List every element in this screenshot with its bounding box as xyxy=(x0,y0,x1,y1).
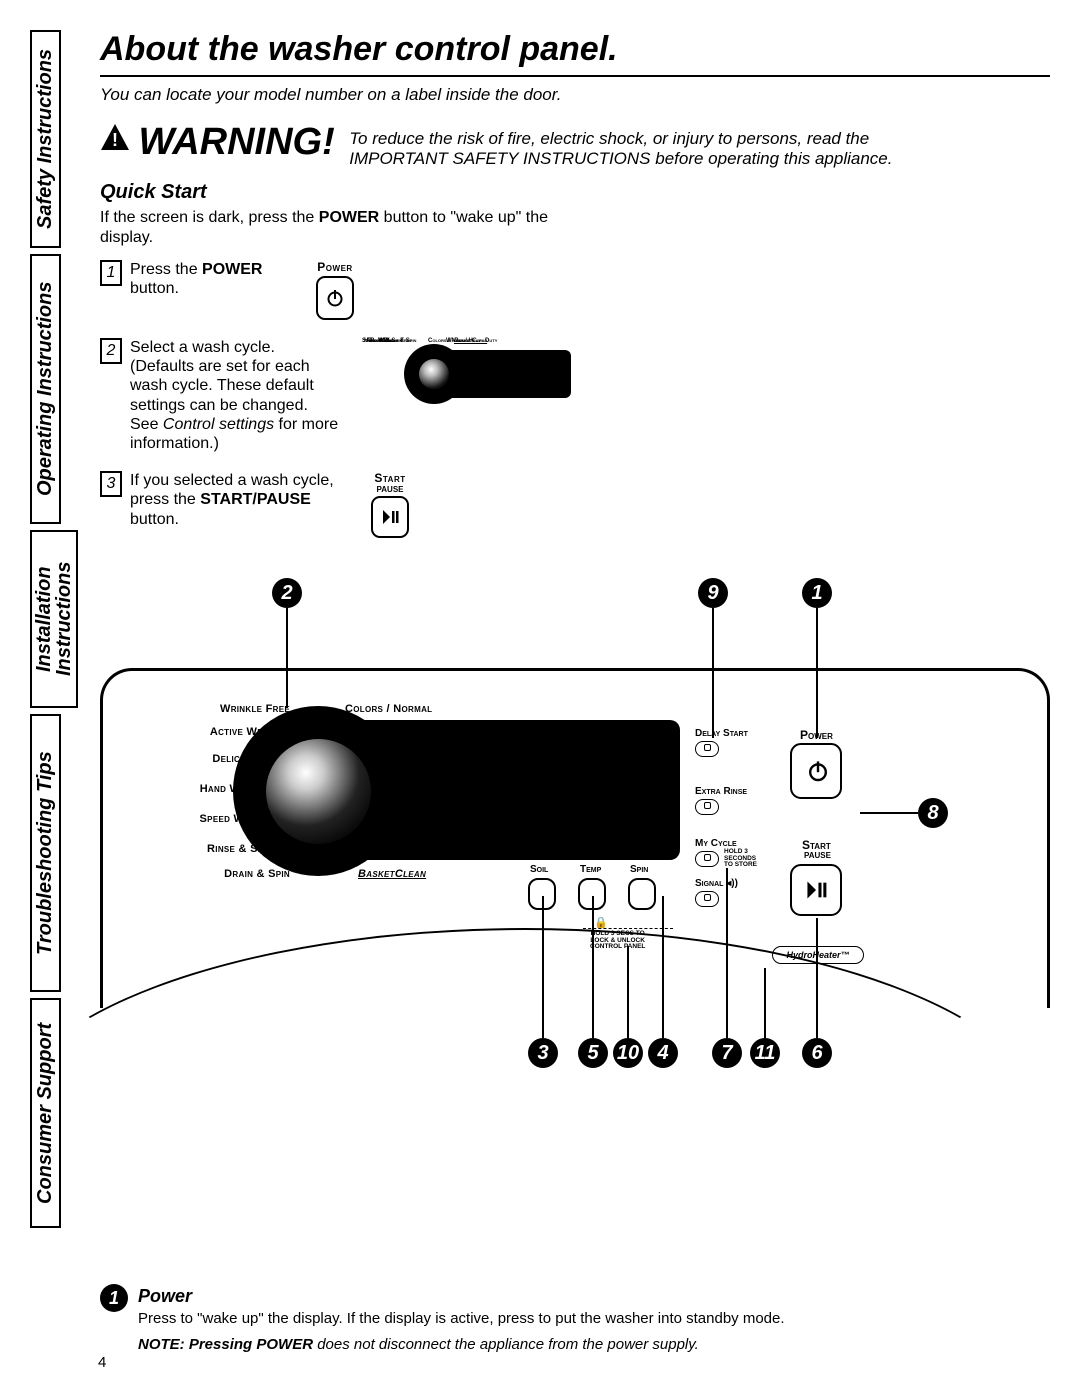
k1na: NOTE: Pressing xyxy=(138,1336,256,1353)
step-3-number: 3 xyxy=(100,471,122,497)
callout-2: 2 xyxy=(272,578,302,608)
step-1: 1 Press the POWER button. Power xyxy=(100,260,1050,320)
step-2-number: 2 xyxy=(100,338,122,364)
btn-spin xyxy=(628,878,656,910)
step-1-text: Press the POWER button. xyxy=(130,260,300,298)
btn-power-big xyxy=(790,743,842,799)
cyc-drain: Drain & Spin xyxy=(170,868,290,880)
lbl-soil: Soil xyxy=(530,864,548,875)
lbl-extra: Extra Rinse xyxy=(695,786,747,797)
power-label-small: Power xyxy=(316,260,354,274)
lbl-signal: Signal ◂)) xyxy=(695,878,738,889)
lbl-delay: Delay Start xyxy=(695,728,748,739)
warning-text: To reduce the risk of fire, electric sho… xyxy=(349,123,969,169)
content-area: About the washer control panel. You can … xyxy=(100,30,1050,1367)
btn-soil xyxy=(528,878,556,910)
lbl-start-sub: PAUSE xyxy=(804,851,831,860)
play-pause-icon xyxy=(805,879,827,901)
power-button-small xyxy=(316,276,354,320)
key-1-section: 1 Power Press to "wake up" the display. … xyxy=(100,1284,1050,1355)
pause-label-small: PAUSE xyxy=(371,485,409,494)
step-1-number: 1 xyxy=(100,260,122,286)
lbl-temp: Temp xyxy=(580,864,601,875)
warning-icon: ! xyxy=(100,123,130,156)
start-button-small xyxy=(371,496,409,538)
cyc-basket: BasketClean xyxy=(358,868,426,880)
svg-text:!: ! xyxy=(112,130,118,150)
btn-extra xyxy=(695,799,719,815)
k1nc: does not disconnect the appliance from t… xyxy=(313,1336,699,1353)
s2b: Control settings xyxy=(163,416,274,433)
qs-intro-a: If the screen is dark, press the xyxy=(100,209,319,226)
s3b: START/PAUSE xyxy=(200,491,311,508)
step-2-graphic: Wrinkle Free Colors / Normal Active Wear… xyxy=(356,338,586,422)
key-1-body: Power Press to "wake up" the display. If… xyxy=(138,1284,785,1355)
step-3: 3 If you selected a wash cycle, press th… xyxy=(100,471,1050,538)
s1c: button. xyxy=(130,280,179,297)
warning-row: ! WARNING! To reduce the risk of fire, e… xyxy=(100,123,1050,169)
lock-text: HOLD 3 SECS TO LOCK & UNLOCK CONTROL PAN… xyxy=(590,931,645,951)
panel-arc xyxy=(0,928,1050,1328)
btn-delay xyxy=(695,741,719,757)
page-subtitle: You can locate your model number on a la… xyxy=(100,85,1050,105)
cyc-speed: Speed Wash xyxy=(142,813,262,825)
cyc-colors: Colors / Normal xyxy=(345,703,432,715)
btn-temp xyxy=(578,878,606,910)
step-2: 2 Select a wash cycle. (Defaults are set… xyxy=(100,338,1050,453)
key-1-title: Power xyxy=(138,1284,785,1308)
key-1-note: NOTE: Pressing POWER does not disconnect… xyxy=(138,1335,785,1355)
s1b: POWER xyxy=(202,261,262,278)
lbl-power: Power xyxy=(800,728,833,742)
play-pause-icon xyxy=(381,508,399,526)
start-label-small: Start xyxy=(371,471,409,485)
hydroheater-badge: HydroHeater™ xyxy=(772,946,864,964)
lbl-start: Start xyxy=(802,838,831,852)
cyc-wrinkle: Wrinkle Free xyxy=(170,703,290,715)
callout-9: 9 xyxy=(698,578,728,608)
mini-dial xyxy=(404,344,464,404)
quick-start-heading: Quick Start xyxy=(100,181,1050,204)
warning-word: WARNING! xyxy=(138,123,334,161)
control-panel-diagram: 2 9 1 8 3 5 10 4 7 11 6 xyxy=(100,568,1050,1088)
tab-installation: Installation Instructions xyxy=(30,530,78,708)
manual-page: Safety Instructions Operating Instructio… xyxy=(30,30,1050,1367)
s3c: button. xyxy=(130,511,179,528)
lock-dash xyxy=(583,928,673,929)
tab-troubleshooting: Troubleshooting Tips xyxy=(30,714,61,992)
cyc-whites: Whites / Heavy Duty xyxy=(360,726,465,738)
ml-drain: Drain & Spin xyxy=(384,338,416,344)
callout-1: 1 xyxy=(802,578,832,608)
page-title: About the washer control panel. xyxy=(100,30,1050,77)
lbl-spin: Spin xyxy=(630,864,648,875)
cyc-hand: Hand Wash xyxy=(138,783,258,795)
k1nb: POWER xyxy=(256,1336,313,1353)
page-number: 4 xyxy=(98,1354,106,1371)
key-1-number: 1 xyxy=(100,1284,128,1312)
tab-safety: Safety Instructions xyxy=(30,30,61,248)
cyc-active: Active Wear xyxy=(155,726,275,738)
step-3-graphic: Start PAUSE xyxy=(371,471,409,538)
ml-basket: BasketClean xyxy=(454,338,487,344)
power-icon xyxy=(325,288,345,308)
s1a: Press the xyxy=(130,261,202,278)
quick-start-intro: If the screen is dark, press the POWER b… xyxy=(100,208,560,248)
cyc-delicates: Delicates xyxy=(142,753,262,765)
step-1-graphic: Power xyxy=(316,260,354,320)
btn-signal xyxy=(695,891,719,907)
cyc-rinse: Rinse & Spin xyxy=(152,843,272,855)
step-2-text: Select a wash cycle. (Defaults are set f… xyxy=(130,338,340,453)
tab-operating: Operating Instructions xyxy=(30,254,61,524)
step-3-text: If you selected a wash cycle, press the … xyxy=(130,471,355,529)
mycycle-hold: HOLD 3 SECONDS TO STORE xyxy=(724,849,757,869)
btn-start-big xyxy=(790,864,842,916)
power-icon xyxy=(806,759,830,783)
key-1-line1: Press to "wake up" the display. If the d… xyxy=(138,1309,785,1329)
btn-mycycle xyxy=(695,851,719,867)
qs-intro-b: POWER xyxy=(319,209,379,226)
